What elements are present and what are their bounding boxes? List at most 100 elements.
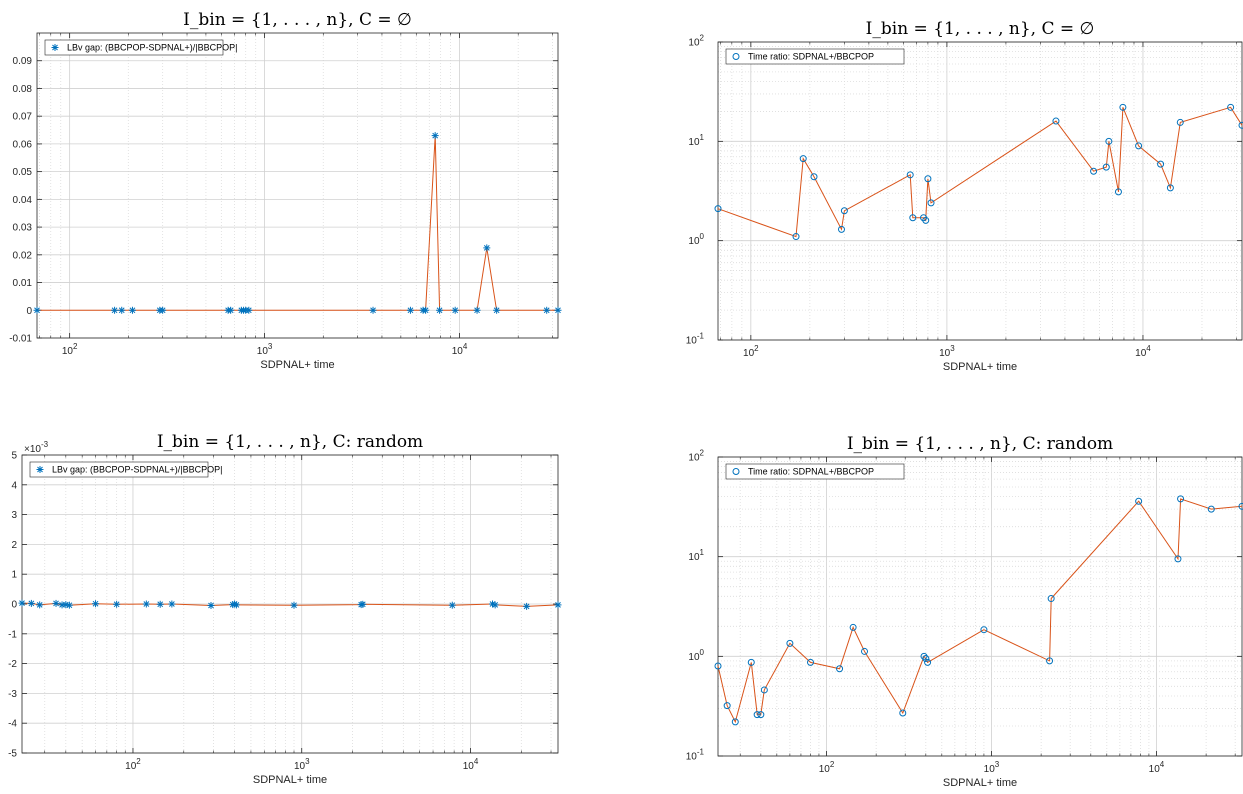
legend-marker xyxy=(732,53,740,60)
axes-box xyxy=(717,456,1243,757)
data-point xyxy=(473,306,481,314)
y-tick-label: 10-1 xyxy=(686,748,705,763)
chart-4: 102 103 104 10-1 100 101 102 SDPNAL+ time I_bin … xyxy=(686,434,1243,789)
chart-title: I_bin = {1, . . . , n}, C: random xyxy=(157,432,423,452)
data-point xyxy=(245,306,253,314)
x-tick-label: 103 xyxy=(984,760,1000,775)
data-point xyxy=(924,658,932,666)
data-point xyxy=(1046,657,1054,665)
data-point xyxy=(523,602,531,610)
x-tick-label: 104 xyxy=(1149,760,1165,775)
data-point xyxy=(1174,555,1182,563)
y-tick-label: 0.07 xyxy=(13,112,33,123)
data-point xyxy=(36,601,44,609)
data-point xyxy=(799,155,807,163)
data-point xyxy=(927,199,935,207)
grid xyxy=(37,33,558,339)
x-axis-label: SDPNAL+ time xyxy=(943,777,1017,789)
legend-marker xyxy=(36,466,44,473)
data-point xyxy=(483,244,491,252)
y-tick-label: 0.04 xyxy=(13,195,33,206)
data-point xyxy=(1177,495,1185,503)
y-tick-label: 10-1 xyxy=(686,332,705,347)
data-point xyxy=(92,600,100,608)
data-point xyxy=(168,600,176,608)
x-tick-label: 102 xyxy=(743,344,759,359)
data-point xyxy=(207,601,215,609)
plot-area xyxy=(718,457,1242,756)
data-point xyxy=(27,599,35,607)
data-point xyxy=(142,600,150,608)
data-point xyxy=(810,173,818,181)
series-line xyxy=(717,498,1243,724)
y-tick-label: 4 xyxy=(11,480,17,491)
data-point xyxy=(156,600,164,608)
data-point xyxy=(369,306,377,314)
x-tick-label: 102 xyxy=(125,757,141,772)
data-point xyxy=(359,600,367,608)
y-tick-label: -0.01 xyxy=(9,334,32,345)
data-point xyxy=(1227,103,1235,111)
data-point xyxy=(451,306,459,314)
x-axis: 102 103 104 xyxy=(39,33,553,357)
data-point xyxy=(1090,167,1098,175)
data-point xyxy=(493,306,501,314)
series-line xyxy=(37,135,558,311)
data-point xyxy=(111,306,119,314)
data-point xyxy=(431,132,439,140)
legend-marker xyxy=(732,468,740,475)
y-tick-label: -1 xyxy=(8,629,17,640)
data-point xyxy=(849,623,857,631)
legend-label: LBv gap: (BBCPOP-SDPNAL+)/|BBCPOP| xyxy=(67,43,238,53)
data-point xyxy=(922,655,930,663)
data-point xyxy=(792,233,800,241)
data-point xyxy=(1135,142,1143,150)
data-point xyxy=(1052,117,1060,125)
x-axis: 102 103 104 xyxy=(720,42,1237,359)
y-tick-label: 0.05 xyxy=(13,167,33,178)
data-point xyxy=(922,216,930,224)
x-tick-label: 104 xyxy=(463,757,479,772)
y-tick-label: 0.06 xyxy=(13,139,33,150)
data-point xyxy=(554,306,562,314)
grid xyxy=(22,454,558,754)
y-tick-label: 0 xyxy=(26,306,32,317)
data-point xyxy=(554,601,562,609)
legend: LBv gap: (BBCPOP-SDPNAL+)/|BBCPOP| xyxy=(44,39,238,56)
data-point xyxy=(760,686,768,694)
y-tick-label: 101 xyxy=(688,133,704,148)
y-tick-label: -3 xyxy=(8,689,17,700)
x-tick-label: 103 xyxy=(294,757,310,772)
x-axis-label: SDPNAL+ time xyxy=(260,359,334,371)
data-point xyxy=(836,665,844,673)
legend: Time ratio: SDPNAL+/BBCPOP xyxy=(725,48,905,65)
data-point xyxy=(899,709,907,717)
series-line xyxy=(717,106,1243,238)
series-1 xyxy=(33,132,562,314)
x-axis: 102 103 104 xyxy=(44,455,552,772)
y-tick-label: 0.09 xyxy=(13,56,33,67)
data-point xyxy=(920,652,928,660)
data-point xyxy=(422,306,430,314)
y-exponent-label: ×10-3 xyxy=(24,440,49,455)
chart-1: 102 103 104 -0.01 0 0.01 0.02 0.03 0.04 0.05 0.06 0… xyxy=(9,10,562,371)
x-tick-label: 103 xyxy=(939,344,955,359)
y-tick-label: 100 xyxy=(688,648,704,663)
series-1 xyxy=(714,495,1243,726)
y-tick-label: 2 xyxy=(11,540,17,551)
y-tick-label: 100 xyxy=(688,232,704,247)
data-point xyxy=(448,601,456,609)
data-point xyxy=(837,225,845,233)
plot-area xyxy=(718,42,1242,340)
x-tick-label: 103 xyxy=(257,342,273,357)
data-point xyxy=(731,718,739,726)
data-point xyxy=(1166,184,1174,192)
data-point xyxy=(1238,121,1243,129)
plot-area xyxy=(37,33,558,338)
data-point xyxy=(33,306,41,314)
data-point xyxy=(747,658,755,666)
x-axis-label: SDPNAL+ time xyxy=(253,774,327,786)
data-point xyxy=(406,306,414,314)
data-point xyxy=(543,306,551,314)
